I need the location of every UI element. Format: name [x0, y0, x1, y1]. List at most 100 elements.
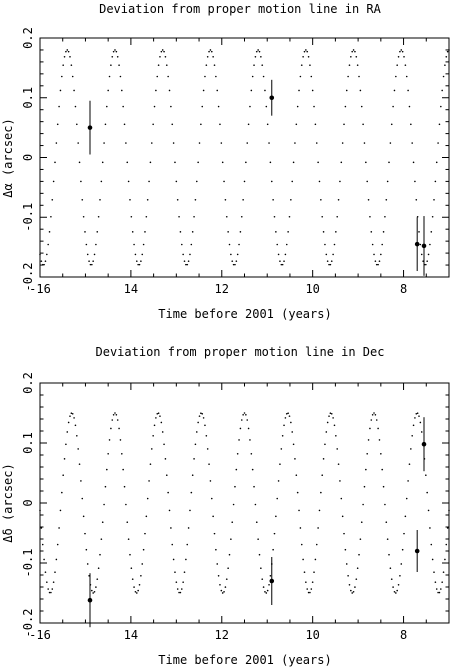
ra-curve-dot — [405, 75, 408, 78]
ra-curve-dot — [225, 215, 228, 218]
dec-curve-dot — [213, 532, 216, 535]
ra-curve-dot — [369, 215, 371, 218]
ra-curve-dot — [209, 49, 212, 51]
dec-x-tick-label: 14 — [124, 628, 138, 642]
ra-curve-dot — [422, 260, 424, 262]
ra-curve-dot — [219, 123, 221, 126]
dec-curve-dot — [425, 474, 427, 476]
ra-curve-dot — [220, 142, 223, 144]
ra-curve-dot — [414, 180, 416, 183]
ra-curve-dot — [171, 123, 174, 126]
dec-curve-dot — [67, 421, 70, 424]
dec-curve-dot — [254, 503, 257, 506]
ra-curve-dot — [125, 142, 127, 144]
dec-curve-dot — [131, 578, 134, 580]
ra-curve-dot — [121, 89, 123, 92]
ra-curve-dot — [429, 243, 431, 246]
dec-curve-dot — [351, 592, 354, 594]
dec-curve-dot — [341, 515, 344, 518]
dec-curve-dot — [287, 412, 289, 415]
ra-curve-dot — [358, 75, 360, 78]
ra-curve-dot — [242, 198, 244, 201]
dec-curve-dot — [112, 413, 115, 416]
ra-curve-dot — [431, 215, 434, 218]
ra-curve-dot — [55, 142, 58, 144]
ra-curve-dot — [291, 180, 294, 183]
ra-curve-dot — [210, 50, 213, 53]
dec-curve-dot — [315, 543, 318, 546]
dec-curve-dot — [206, 448, 209, 450]
dec-curve-dot — [118, 427, 120, 430]
dec-curve-dot — [174, 571, 176, 573]
dec-curve-dot — [232, 503, 235, 506]
dec-curve-dot — [210, 497, 213, 500]
dec-curve-dot — [345, 563, 348, 565]
dec-y-axis: -0.2 -0.1 0 0.1 0.2 — [21, 372, 449, 637]
dec-curve-dot — [306, 588, 309, 590]
dec-curve-dot — [138, 584, 141, 586]
ra-curve-dot — [321, 215, 324, 218]
ra-curve-dot — [408, 105, 411, 108]
dec-curve-dot — [156, 412, 159, 415]
ra-curve-dot — [134, 253, 137, 256]
ra-x-tick-label: -16 — [29, 282, 51, 296]
dec-curve-dot — [133, 586, 135, 588]
ra-curve-dot — [386, 180, 389, 183]
dec-data-point — [414, 548, 420, 554]
dec-curve-dot — [171, 543, 174, 546]
dec-curve-dot — [178, 591, 180, 594]
dec-plot-frame — [39, 382, 450, 624]
dec-curve-dot — [441, 581, 443, 583]
ra-model-curve — [39, 49, 450, 266]
ra-curve-dot — [178, 215, 180, 218]
ra-curve-dot — [415, 198, 418, 201]
ra-curve-dot — [145, 215, 148, 218]
ra-curve-dot — [106, 105, 108, 108]
dec-curve-dot — [433, 571, 435, 573]
ra-curve-dot — [61, 75, 63, 78]
dec-curve-dot — [395, 592, 397, 594]
ra-curve-dot — [149, 161, 152, 164]
ra-curve-dot — [172, 142, 175, 144]
dec-curve-dot — [54, 571, 56, 573]
ra-curve-dot — [389, 142, 392, 144]
ra-curve-dot — [103, 142, 105, 144]
ra-curve-dot — [51, 198, 54, 201]
dec-curve-dot — [285, 412, 288, 415]
ra-curve-dot — [187, 260, 190, 262]
dec-x-tick-label: 10 — [305, 628, 319, 642]
ra-x-tick-label: 10 — [305, 282, 319, 296]
dec-panel: Deviation from proper motion line in Dec… — [1, 345, 450, 667]
ra-curve-dot — [213, 64, 216, 66]
ra-curve-dot — [444, 64, 446, 66]
ra-curve-dot — [307, 56, 310, 58]
dec-curve-dot — [225, 578, 228, 580]
dec-curve-dot — [101, 521, 104, 523]
dec-curve-dot — [149, 463, 152, 465]
dec-curve-dot — [373, 412, 375, 414]
dec-curve-dot — [258, 553, 261, 556]
ra-curve-dot — [191, 231, 194, 233]
dec-curve-dot — [86, 563, 89, 565]
ra-curve-dot — [400, 49, 403, 51]
ra-curve-dot — [348, 64, 351, 66]
ra-curve-dot — [373, 253, 375, 256]
dec-curve-dot — [142, 548, 145, 551]
ra-curve-dot — [116, 56, 119, 58]
dec-curve-dot — [148, 480, 150, 482]
dec-curve-dot — [261, 578, 264, 580]
dec-curve-dot — [240, 419, 243, 421]
ra-curve-dot — [322, 231, 325, 233]
dec-curve-dot — [164, 458, 167, 460]
dec-curve-dot — [228, 553, 231, 556]
ra-curve-dot — [336, 215, 339, 218]
dec-curve-dot — [246, 419, 249, 421]
ra-curve-dot — [385, 198, 388, 201]
ra-curve-dot — [264, 89, 266, 92]
dec-curve-dot — [324, 443, 326, 446]
dec-curve-dot — [419, 421, 422, 424]
ra-curve-dot — [240, 215, 243, 218]
dec-curve-dot — [438, 591, 441, 594]
dec-curve-dot — [251, 468, 254, 471]
ra-curve-dot — [163, 50, 165, 53]
